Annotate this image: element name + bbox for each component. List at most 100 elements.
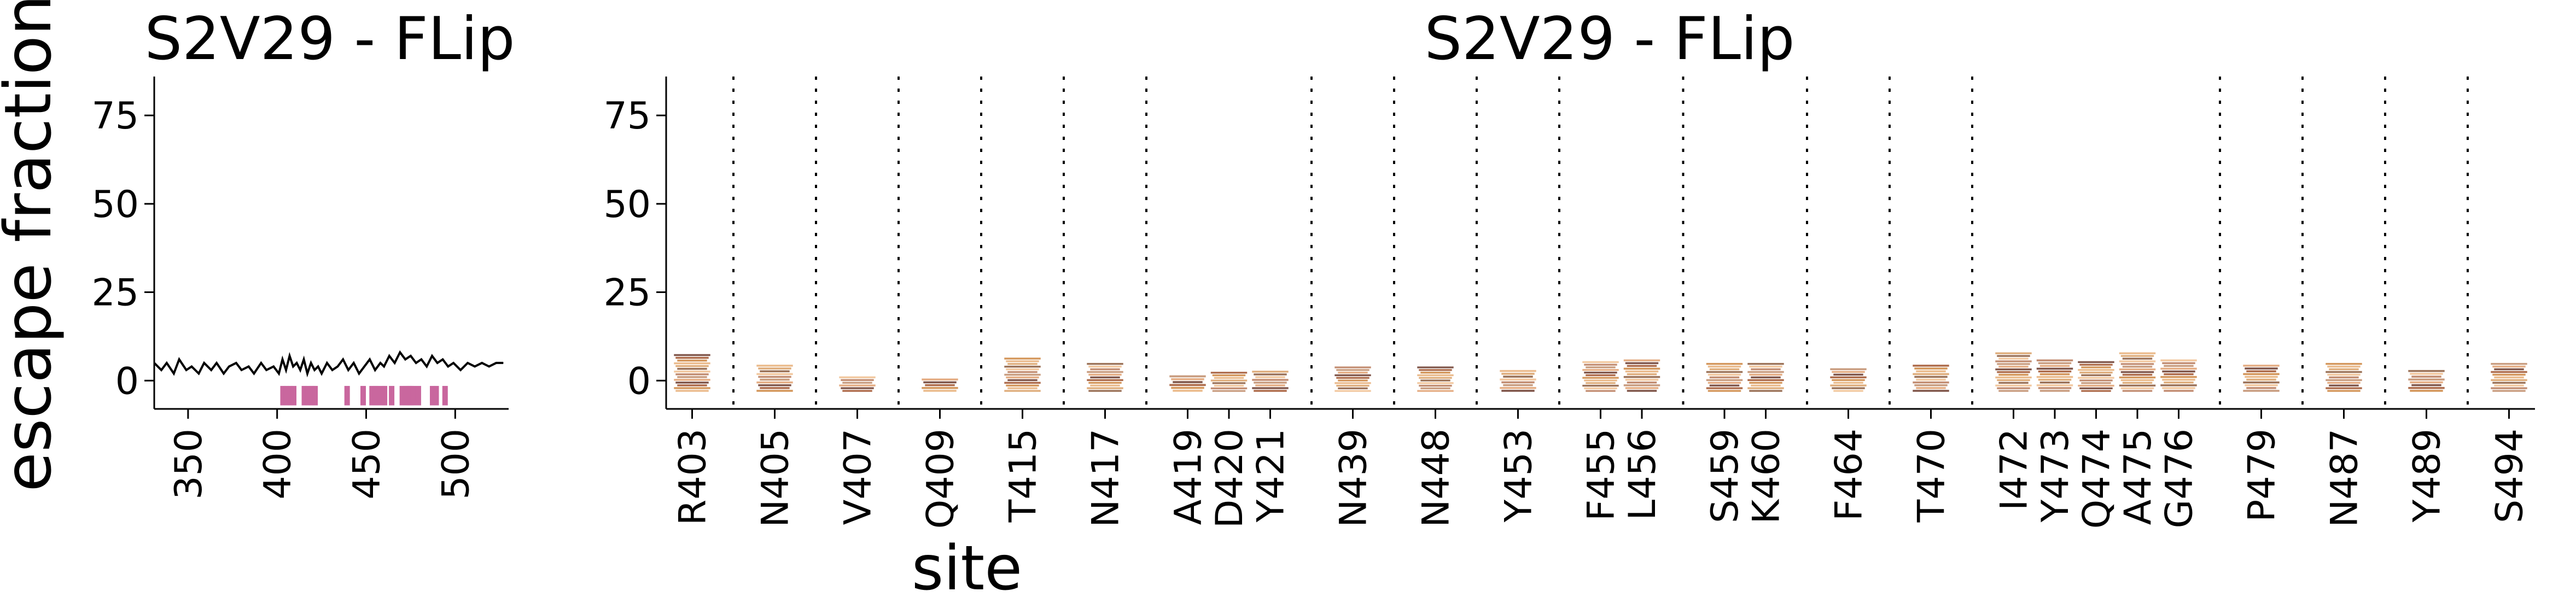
logo-stack-Q474	[2078, 361, 2114, 392]
site-label: N487	[2323, 429, 2367, 528]
logo-letter	[1420, 379, 1450, 382]
logo-letter	[758, 367, 791, 370]
site-label: T415	[1002, 429, 1045, 523]
logo-letter	[1210, 372, 1248, 374]
logo-stack-N448	[1417, 366, 1454, 392]
escape-point	[364, 366, 365, 367]
figure-ylabel: escape fraction	[0, 0, 66, 492]
logo-letter	[1707, 373, 1741, 376]
logo-letter	[674, 362, 710, 365]
escape-point	[453, 362, 454, 364]
logo-letter	[1916, 387, 1946, 389]
logo-letter	[1090, 376, 1120, 379]
logo-letter	[2326, 371, 2362, 373]
logo-stack-N439	[1334, 366, 1371, 392]
logo-letter	[677, 367, 707, 370]
logo-letter	[922, 378, 958, 380]
logo-letter	[2329, 376, 2359, 379]
escape-point	[496, 362, 497, 364]
left-x-tick-label: 500	[434, 429, 477, 500]
logo-letter	[2162, 362, 2195, 365]
logo-letter	[2491, 379, 2527, 382]
logo-letter	[1747, 371, 1784, 373]
logo-letter	[2494, 368, 2524, 371]
logo-letter	[2246, 370, 2276, 372]
logo-letter	[1586, 374, 1616, 377]
logo-letter	[2078, 369, 2114, 371]
logo-letter	[1625, 362, 1659, 365]
escape-point	[154, 362, 155, 364]
logo-letter	[2411, 384, 2441, 386]
logo-letter	[2410, 373, 2443, 375]
logo-letter	[1625, 387, 1659, 389]
logo-stack-D420	[1210, 372, 1248, 392]
logo-letter	[1088, 373, 1122, 376]
logo-letter	[923, 381, 957, 384]
logo-letter	[1004, 390, 1041, 392]
logo-stack-G476	[2160, 359, 2197, 392]
highlighted-site-mark	[290, 385, 296, 406]
highlighted-site-mark	[410, 385, 416, 406]
site-label: K460	[1745, 429, 1788, 524]
logo-letter	[1586, 366, 1616, 368]
escape-point	[442, 359, 444, 360]
logo-letter	[1212, 390, 1246, 392]
logo-letter	[1334, 390, 1371, 392]
logo-letter	[2036, 359, 2073, 361]
logo-letter	[2122, 390, 2153, 392]
logo-letter	[2119, 376, 2156, 379]
figure-xlabel: site	[912, 533, 1022, 604]
logo-letter	[1623, 376, 1660, 378]
logo-letter	[2039, 381, 2070, 384]
escape-point	[437, 362, 438, 364]
logo-letter	[1255, 376, 1285, 378]
logo-letter	[2038, 387, 2072, 389]
logo-letter	[2038, 362, 2072, 365]
logo-letter	[2327, 382, 2361, 384]
logo-letter	[2411, 376, 2441, 378]
logo-letter	[1501, 373, 1535, 375]
logo-letter	[2327, 390, 2361, 392]
logo-letter	[1007, 363, 1038, 365]
logo-stack-N417	[1087, 362, 1123, 392]
escape-point	[380, 362, 381, 364]
logo-letter	[2160, 384, 2197, 386]
site-label: G476	[2158, 429, 2201, 528]
logo-letter	[1334, 382, 1371, 384]
logo-letter	[1255, 384, 1285, 386]
logo-letter	[2494, 376, 2524, 379]
logo-letter	[1338, 371, 1368, 374]
logo-stack-T415	[1004, 358, 1041, 392]
logo-letter	[1584, 379, 1617, 382]
logo-letter	[1214, 384, 1244, 387]
logo-letter	[2326, 362, 2362, 365]
logo-letter	[1706, 387, 1743, 389]
site-label: Y489	[2406, 429, 2449, 523]
logo-stack-F464	[1830, 368, 1867, 392]
logo-letter	[1420, 371, 1450, 374]
logo-letter	[2243, 381, 2280, 384]
logo-letter	[2039, 365, 2070, 367]
logo-letter	[1419, 384, 1452, 387]
logo-stack-F455	[1582, 361, 1619, 392]
logo-letter	[1006, 360, 1039, 362]
highlighted-site-mark	[369, 385, 375, 406]
left-x-tick-label: 350	[167, 429, 211, 500]
logo-letter	[1749, 382, 1782, 384]
site-label: A475	[2117, 429, 2160, 525]
logo-letter	[1501, 390, 1535, 392]
logo-letter	[1627, 373, 1657, 376]
escape-line	[153, 350, 504, 378]
logo-letter	[674, 387, 710, 389]
logo-letter	[1623, 384, 1660, 386]
site-label: S459	[1704, 429, 1747, 523]
logo-letter	[1420, 387, 1450, 390]
logo-letter	[2119, 360, 2156, 362]
logo-letter	[1914, 376, 1948, 378]
logo-letter	[1623, 359, 1660, 361]
logo-stack-Q409	[922, 378, 958, 392]
logo-letter	[1500, 370, 1536, 372]
logo-letter	[2039, 390, 2070, 392]
logo-letter	[1004, 365, 1041, 368]
logo-letter	[677, 359, 707, 362]
